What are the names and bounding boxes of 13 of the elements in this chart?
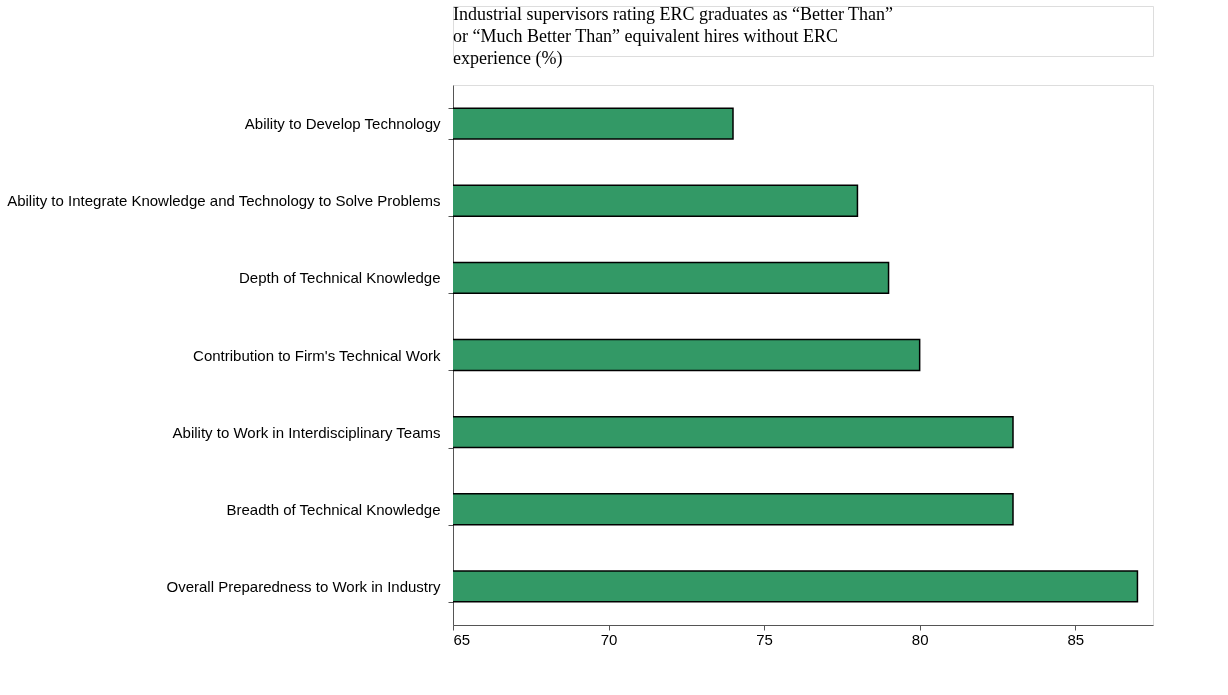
y-tick-label: Overall Preparedness to Work in Industry <box>166 577 441 595</box>
x-tick-label: 85 <box>1067 630 1085 648</box>
y-tick-label: Contribution to Firm's Technical Work <box>193 346 441 364</box>
x-tick-label: 70 <box>600 630 618 648</box>
y-tick-label: Depth of Technical Knowledge <box>238 269 441 287</box>
y-tick-label: Ability to Develop Technology <box>244 115 441 133</box>
x-tick-label: 65 <box>453 630 471 648</box>
y-tick-label: Ability to Work in Interdisciplinary Teams <box>172 423 441 441</box>
x-tick-label: 75 <box>756 630 773 648</box>
text: Industrial supervisors rating ERC graduates as “Better Than” or “Much Better Than” equivalent hires without ERC experience (%) <box>453 4 894 69</box>
y-tick-label: Breadth of Technical Knowledge <box>226 500 441 518</box>
y-tick-label: Ability to Integrate Knowledge and Technology to Solve Problems <box>7 192 441 210</box>
x-tick-label: 80 <box>911 630 929 648</box>
